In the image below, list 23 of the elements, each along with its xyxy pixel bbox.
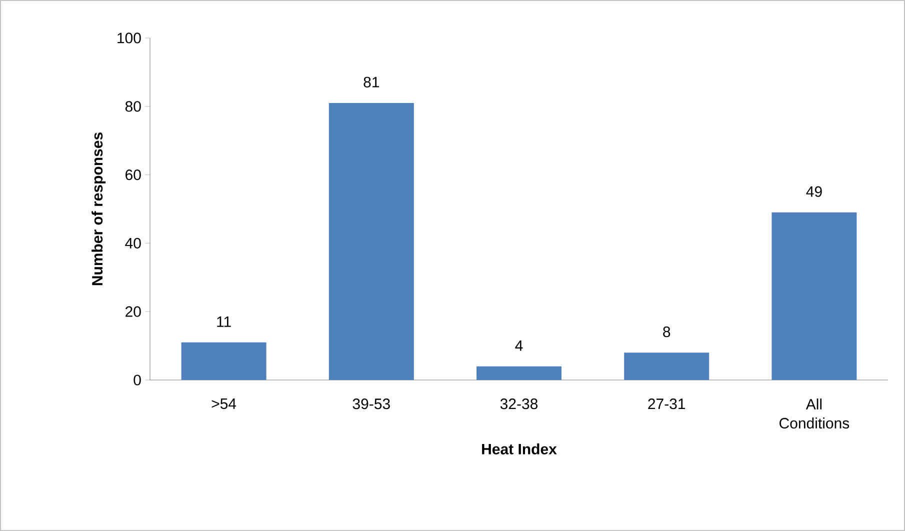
data-label: 4 [515, 340, 523, 351]
x-tick-label: >54 [212, 398, 236, 409]
y-tick-label: 60 [126, 169, 141, 180]
x-tick-label: 32-38 [500, 398, 538, 410]
x-tick-label: All Conditions [780, 398, 850, 429]
bar [476, 366, 562, 380]
y-axis-title: Number of responses [92, 132, 106, 286]
y-tick-label: 0 [134, 374, 141, 386]
y-tick-label: 80 [125, 101, 141, 112]
bar [181, 342, 266, 380]
y-tick-label: 100 [118, 32, 141, 44]
x-axis-title: Heat Index [482, 443, 557, 454]
data-label: 49 [806, 186, 822, 197]
y-tick-label: 20 [126, 306, 141, 317]
data-label: 11 [217, 316, 231, 327]
y-tick-label: 40 [125, 238, 141, 249]
x-tick-label: 27-31 [648, 398, 686, 410]
bar [772, 212, 857, 380]
data-label: 81 [364, 76, 380, 88]
data-label: 8 [663, 326, 670, 338]
x-tick-label: 39-53 [352, 398, 390, 410]
bar [624, 352, 710, 380]
bar [328, 102, 414, 380]
